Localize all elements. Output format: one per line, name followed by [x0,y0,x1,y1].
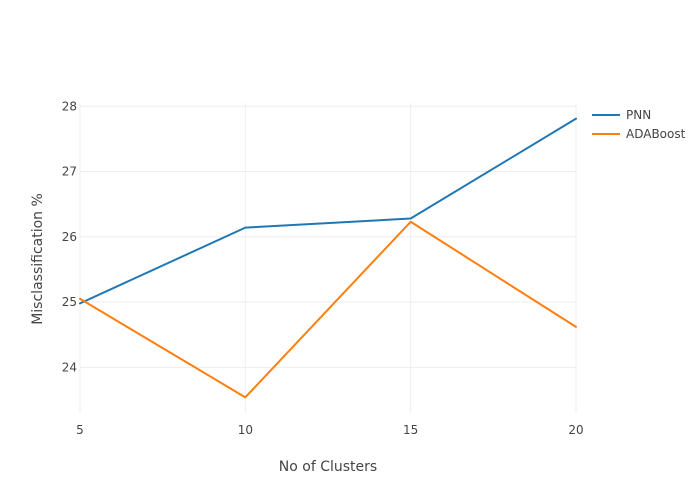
y-axis-ticks: 24 25 26 27 28 [62,99,77,374]
legend[interactable]: PNN ADABoost [592,108,686,141]
legend-label: ADABoost [626,127,686,141]
grid-lines [79,103,577,413]
legend-item-pnn[interactable]: PNN [592,108,651,122]
legend-item-adaboost[interactable]: ADABoost [592,127,686,141]
y-tick-label: 28 [62,99,77,113]
y-tick-label: 27 [62,165,77,179]
x-tick-label: 5 [76,423,84,437]
x-axis-ticks: 5 10 15 20 [76,423,583,437]
legend-label: PNN [626,108,651,122]
x-tick-label: 20 [568,423,583,437]
series-line-pnn[interactable] [79,117,577,305]
x-axis-title: No of Clusters [279,459,377,475]
series-lines [79,117,577,399]
y-tick-label: 24 [62,360,77,374]
x-tick-label: 15 [403,423,418,437]
series-line-adaboost[interactable] [79,220,577,399]
y-tick-label: 26 [62,230,77,244]
y-tick-label: 25 [62,295,77,309]
x-tick-label: 10 [238,423,253,437]
y-axis-title: Misclassification % [30,193,46,325]
